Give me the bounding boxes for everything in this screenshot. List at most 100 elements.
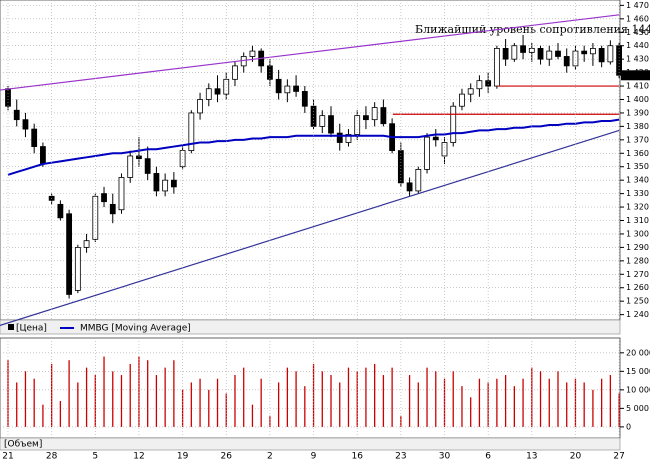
x-tick-label: 19 (177, 452, 189, 462)
candle-body (432, 136, 439, 141)
y-tick-label: 1 270 (626, 270, 649, 279)
candle-body (319, 115, 326, 127)
candle-body (284, 85, 291, 94)
candle-body (397, 150, 404, 184)
candle-body (450, 105, 457, 143)
y-tick-label: 5 000 (626, 404, 649, 413)
x-tick-label: 28 (46, 452, 58, 462)
y-tick-label: 1 290 (626, 243, 649, 252)
legend-ma: MMBG [Moving Average] (80, 324, 191, 334)
candle-body (354, 115, 361, 135)
y-tick-label: 1 460 (626, 14, 649, 23)
x-tick-label: 12 (133, 452, 144, 462)
candle-body (301, 91, 308, 107)
candle-body (127, 155, 134, 178)
candle-body (188, 112, 195, 151)
price-legend-bar (0, 319, 621, 335)
x-tick-label: 5 (92, 452, 98, 462)
y-tick-label: 10 000 (626, 385, 650, 394)
candle-body (232, 65, 238, 80)
candle-body (13, 109, 20, 121)
volume-panel (0, 337, 621, 439)
y-tick-label: 1 380 (626, 122, 649, 131)
y-tick-label: 15 000 (626, 367, 650, 376)
x-tick-label: 9 (311, 452, 317, 462)
legend-volume: [Объем] (4, 440, 42, 450)
candle-body (520, 45, 526, 53)
y-tick-label: 1 360 (626, 149, 649, 158)
y-tick-label: 20 000 (626, 348, 650, 357)
candle-body (40, 146, 46, 165)
candle-body (406, 182, 413, 192)
candle-body (424, 136, 430, 170)
candle-body (136, 155, 142, 160)
y-tick-label: 1 280 (626, 256, 649, 265)
legend-swatch (8, 324, 14, 330)
candle-body (101, 193, 107, 203)
x-tick-label: 23 (395, 452, 406, 462)
y-tick-label: 1 430 (626, 55, 649, 64)
y-tick-label: 1 300 (626, 229, 649, 238)
candle-body (83, 240, 90, 248)
candle-body (31, 128, 38, 147)
y-tick-label: 1 330 (626, 189, 649, 198)
candle-body (607, 45, 614, 63)
candle-body (371, 107, 378, 121)
candle-body (590, 48, 596, 55)
x-tick-label: 27 (613, 452, 624, 462)
candle-body (205, 88, 212, 100)
last-price-box (621, 70, 650, 81)
candle-body (363, 115, 369, 121)
last-price-label: 1 418, (623, 71, 648, 80)
candle-body (293, 85, 299, 92)
candle-body (118, 177, 125, 211)
candle-body (598, 48, 605, 63)
x-tick-label: 30 (439, 452, 451, 462)
candle-body (380, 107, 387, 125)
candle-body (109, 203, 116, 215)
candle-body (336, 132, 343, 143)
candle-body (537, 48, 544, 60)
candle-body (493, 48, 500, 87)
candle-body (511, 45, 518, 60)
y-tick-label: 1 340 (626, 176, 649, 185)
candle-body (153, 173, 160, 192)
y-tick-label: 1 310 (626, 216, 649, 225)
x-tick-label: 20 (570, 452, 582, 462)
y-tick-label: 1 410 (626, 82, 649, 91)
legend-price: [Цена] (16, 324, 47, 334)
candle-body (214, 88, 221, 95)
candle-body (328, 115, 334, 134)
candle-body (345, 134, 352, 143)
candle-body (546, 50, 553, 60)
candle-body (563, 56, 570, 67)
candle-body (476, 80, 483, 90)
y-tick-label: 0 (626, 422, 631, 431)
candle-body (5, 88, 11, 107)
x-tick-label: 21 (2, 452, 13, 462)
candle-body (275, 78, 282, 94)
candle-body (467, 88, 474, 95)
y-tick-label: 1 390 (626, 108, 649, 117)
candle-body (92, 195, 99, 240)
candle-body (197, 99, 203, 114)
volume-legend-bar (0, 437, 621, 451)
y-tick-label: 1 370 (626, 135, 649, 144)
candle-body (415, 169, 422, 192)
candle-body (170, 179, 177, 188)
x-tick-label: 26 (221, 452, 233, 462)
y-tick-label: 1 320 (626, 203, 649, 212)
x-tick-label: 2 (267, 452, 273, 462)
candle-body (66, 213, 73, 295)
x-tick-label: 16 (351, 452, 363, 462)
candle-body (144, 158, 151, 174)
y-tick-label: 1 250 (626, 297, 649, 306)
candle-body (581, 50, 588, 55)
y-tick-label: 1 350 (626, 162, 649, 171)
y-tick-label: 1 240 (626, 310, 649, 319)
x-tick-label: 6 (485, 452, 491, 462)
y-tick-label: 1 470 (626, 1, 649, 10)
candle-body (74, 246, 81, 291)
